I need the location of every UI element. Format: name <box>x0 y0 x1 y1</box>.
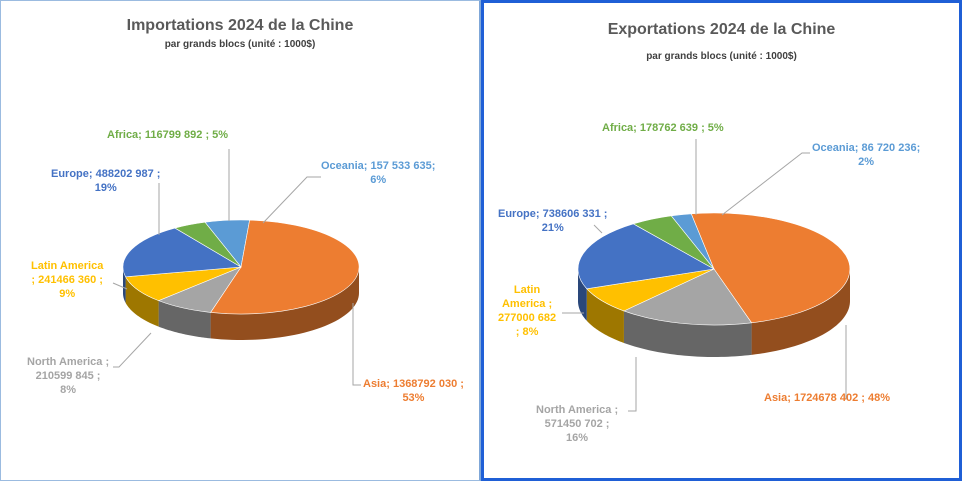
exports-label-north-america-line3: 16% <box>566 432 589 444</box>
exports-slice-europe <box>577 223 715 290</box>
imports-label-latin-america-line2: ; 241466 360 ; <box>31 274 103 286</box>
exports-slice-africa <box>632 215 715 270</box>
exports-label-oceania-line1: Oceania; 86 720 236; <box>812 142 921 154</box>
exports-label-oceania: Oceania; 86 720 236; 2% <box>812 141 920 169</box>
imports-label-africa: Africa; 116799 892 ; 5% <box>107 128 228 142</box>
exports-label-latin-america: Latin America ; 277000 682 ; 8% <box>498 283 556 339</box>
exports-label-north-america-line2: 571450 702 ; <box>544 418 610 430</box>
exports-side-europe <box>578 269 587 321</box>
imports-label-north-america-line2: 210599 845 ; <box>35 370 101 382</box>
exports-chart-title: Exportations 2024 de la Chine <box>607 21 836 38</box>
imports-label-north-america-line1: North America ; <box>27 356 110 368</box>
exports-label-north-america: North America ; 571450 702 ; 16% <box>536 403 618 445</box>
exports-label-asia: Asia; 1724678 402 ; 48% <box>764 391 890 405</box>
imports-chart-panel: Importations 2024 de la Chine par grands… <box>0 0 481 481</box>
imports-slice-europe <box>122 227 242 278</box>
exports-slice-asia <box>690 212 851 324</box>
imports-label-north-america-line3: 8% <box>60 384 76 396</box>
exports-pie-chart <box>562 139 851 412</box>
exports-chart-panel: Exportations 2024 de la Chine par grands… <box>481 0 962 481</box>
imports-label-europe: Europe; 488202 987 ; 19% <box>51 167 160 195</box>
exports-side-latin-america <box>586 288 624 343</box>
exports-label-europe: Europe; 738606 331 ; 21% <box>498 207 607 235</box>
imports-label-asia-line1: Asia; 1368792 030 ; <box>363 378 464 390</box>
exports-label-africa: Africa; 178762 639 ; 5% <box>602 121 724 135</box>
exports-label-latin-america-line3: 277000 682 <box>498 312 557 324</box>
exports-side-north-america <box>623 310 752 357</box>
imports-label-asia-line2: 53% <box>402 392 425 404</box>
imports-label-north-america: North America ; 210599 845 ; 8% <box>27 355 109 397</box>
exports-slice-north-america <box>623 268 753 326</box>
imports-chart-title: Importations 2024 de la Chine <box>126 17 354 34</box>
imports-label-europe-line2: 19% <box>94 182 117 194</box>
imports-label-latin-america-line3: 9% <box>59 288 76 300</box>
imports-side-latin-america <box>125 276 159 327</box>
imports-leader-north-america <box>113 332 152 368</box>
imports-label-oceania-line2: 6% <box>370 174 387 186</box>
exports-label-africa-line1: Africa; 178762 639 ; 5% <box>602 122 724 134</box>
imports-leader-oceania <box>262 176 321 224</box>
imports-label-africa-line1: Africa; 116799 892 ; 5% <box>107 129 229 141</box>
exports-side-asia <box>751 269 850 355</box>
exports-leader-oceania <box>721 152 810 216</box>
imports-slice-africa <box>174 221 242 268</box>
imports-slice-asia <box>210 219 360 315</box>
imports-pie-chart <box>112 149 361 386</box>
exports-label-europe-line1: Europe; 738606 331 ; <box>498 208 608 220</box>
imports-label-oceania-line1: Oceania; 157 533 635; <box>321 160 436 172</box>
imports-leader-latin-america <box>112 282 128 290</box>
imports-pie-sides <box>123 267 359 340</box>
exports-label-asia-line1: Asia; 1724678 402 ; 48% <box>764 392 890 404</box>
imports-side-asia <box>210 267 359 340</box>
exports-leader-north-america <box>628 357 637 412</box>
imports-label-latin-america: Latin America ; 241466 360 ; 9% <box>31 259 103 301</box>
exports-pie-sides <box>578 269 850 357</box>
exports-leader-asia <box>840 325 847 400</box>
exports-leader-europe <box>593 224 603 234</box>
imports-side-north-america <box>158 300 211 339</box>
exports-label-latin-america-line4: ; 8% <box>515 326 539 338</box>
exports-label-north-america-line1: North America ; <box>536 404 619 416</box>
imports-label-latin-america-line1: Latin America <box>31 260 104 272</box>
exports-label-oceania-line2: 2% <box>858 156 875 168</box>
imports-label-asia: Asia; 1368792 030 ; 53% <box>363 377 464 405</box>
imports-leader-asia <box>352 303 361 386</box>
imports-label-oceania: Oceania; 157 533 635; 6% <box>321 159 435 187</box>
imports-label-europe-line1: Europe; 488202 987 ; <box>51 168 161 180</box>
exports-label-europe-line2: 21% <box>541 222 564 234</box>
exports-label-latin-america-line2: America ; <box>501 298 553 310</box>
imports-chart-subtitle: par grands blocs (unité : 1000$) <box>164 39 316 50</box>
exports-chart-subtitle: par grands blocs (unité : 1000$) <box>646 51 797 62</box>
exports-label-latin-america-line1: Latin <box>513 284 541 296</box>
